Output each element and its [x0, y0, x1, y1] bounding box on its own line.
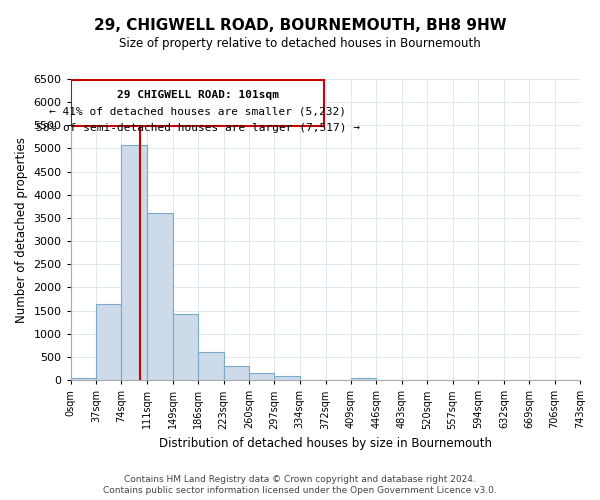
Bar: [147, 214, 173, 380]
Bar: [198, 352, 224, 380]
X-axis label: Distribution of detached houses by size in Bournemouth: Distribution of detached houses by size …: [159, 437, 492, 450]
Text: 29 CHIGWELL ROAD: 101sqm: 29 CHIGWELL ROAD: 101sqm: [117, 90, 279, 100]
Text: Contains public sector information licensed under the Open Government Licence v3: Contains public sector information licen…: [103, 486, 497, 495]
Text: Size of property relative to detached houses in Bournemouth: Size of property relative to detached ho…: [119, 38, 481, 51]
Bar: [274, 376, 299, 380]
Bar: [351, 378, 376, 380]
Bar: [224, 366, 249, 380]
Bar: [249, 373, 274, 380]
Text: 58% of semi-detached houses are larger (7,517) →: 58% of semi-detached houses are larger (…: [36, 123, 360, 133]
Bar: [96, 304, 121, 380]
Bar: [121, 145, 147, 380]
Bar: [71, 378, 96, 380]
Text: Contains HM Land Registry data © Crown copyright and database right 2024.: Contains HM Land Registry data © Crown c…: [124, 475, 476, 484]
FancyBboxPatch shape: [71, 80, 325, 126]
Text: ← 41% of detached houses are smaller (5,232): ← 41% of detached houses are smaller (5,…: [49, 106, 346, 117]
Bar: [173, 314, 198, 380]
Y-axis label: Number of detached properties: Number of detached properties: [15, 136, 28, 322]
Text: 29, CHIGWELL ROAD, BOURNEMOUTH, BH8 9HW: 29, CHIGWELL ROAD, BOURNEMOUTH, BH8 9HW: [94, 18, 506, 32]
